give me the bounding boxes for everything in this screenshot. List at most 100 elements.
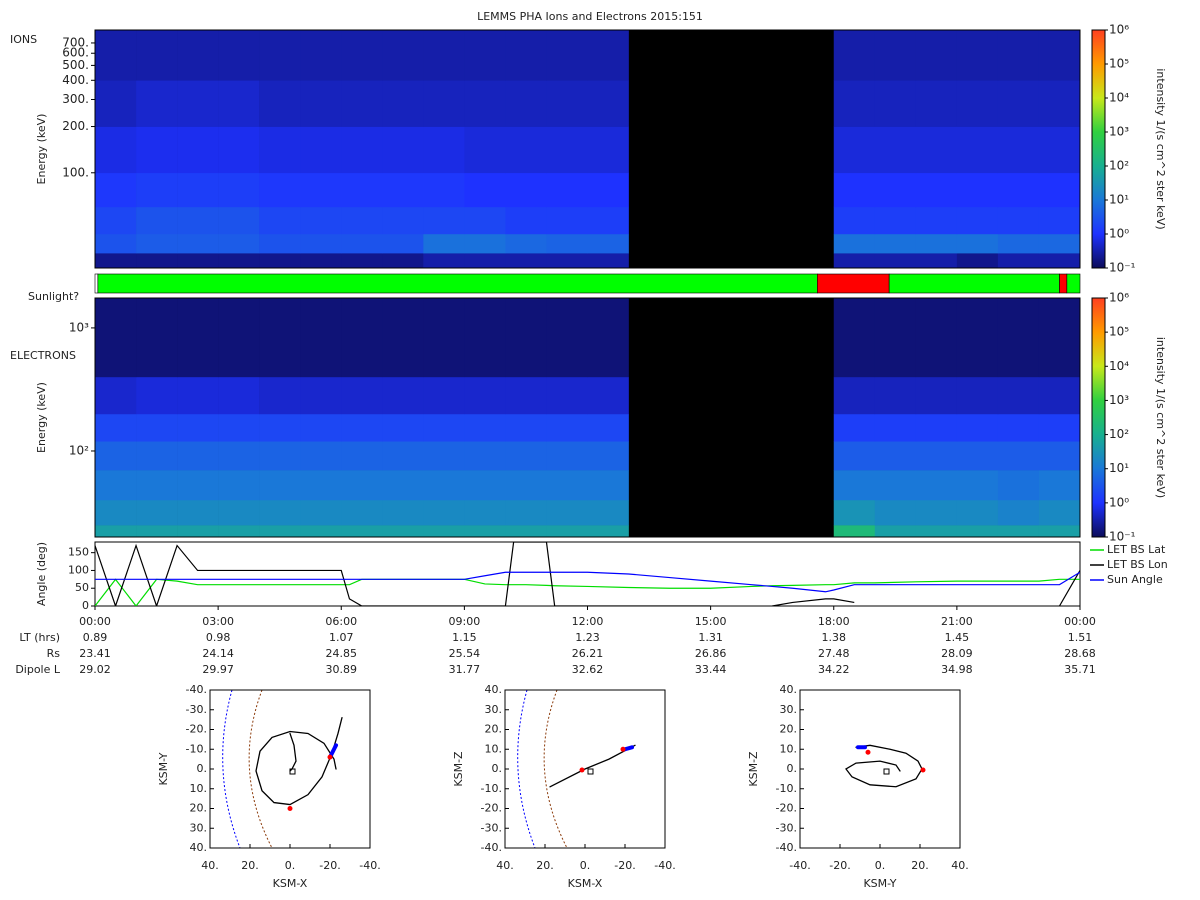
cell xyxy=(505,298,547,378)
cell xyxy=(382,499,424,526)
bow-shock xyxy=(248,690,273,848)
legend-label: LET BS Lat xyxy=(1107,543,1166,556)
y-tick-label: 500. xyxy=(62,58,89,72)
cell xyxy=(833,30,876,81)
position-marker xyxy=(865,749,871,755)
cell xyxy=(259,499,301,526)
cell xyxy=(874,233,917,254)
cell xyxy=(874,499,917,526)
cell xyxy=(956,30,999,81)
cell xyxy=(587,172,629,208)
x-tick-label: 20. xyxy=(536,859,554,872)
cell xyxy=(1038,233,1081,254)
cell xyxy=(874,253,917,269)
cell xyxy=(546,441,588,471)
magnetopause xyxy=(222,690,241,848)
cell xyxy=(505,441,547,471)
magnetopause xyxy=(517,690,536,848)
x-tick-label: 0. xyxy=(875,859,886,872)
cell xyxy=(874,470,917,501)
cell xyxy=(464,80,506,127)
cell xyxy=(218,126,260,174)
cell xyxy=(874,80,917,127)
cell xyxy=(218,172,260,208)
cell xyxy=(1038,413,1081,442)
y-tick-label: 300. xyxy=(62,92,89,106)
y-axis-title: Angle (deg) xyxy=(35,542,48,606)
cell xyxy=(546,206,588,235)
ephemeris-value: 28.68 xyxy=(1064,647,1096,660)
cell xyxy=(382,30,424,81)
series-line xyxy=(95,571,1080,593)
cell xyxy=(833,172,876,208)
cell xyxy=(464,298,506,378)
segment xyxy=(888,273,1060,294)
legend-label: Sun Angle xyxy=(1107,573,1163,586)
series-line xyxy=(95,578,1080,606)
ephemeris-value: 0.98 xyxy=(206,631,231,644)
cell xyxy=(95,298,137,378)
cell xyxy=(915,376,958,415)
y-tick-label: -30. xyxy=(776,821,797,834)
cell xyxy=(915,233,958,254)
legend-label: LET BS Lon xyxy=(1107,558,1168,571)
x-tick-label: -20. xyxy=(614,859,635,872)
cell xyxy=(464,233,506,254)
cell xyxy=(915,206,958,235)
cell xyxy=(259,233,301,254)
plot-area xyxy=(94,541,1081,607)
colorbar-tick-label: 10¹ xyxy=(1109,461,1129,475)
cell xyxy=(382,413,424,442)
cell xyxy=(464,525,506,538)
cell xyxy=(956,126,999,174)
y-tick-label: -20. xyxy=(776,802,797,815)
cell xyxy=(505,470,547,501)
y-axis-title: KSM-Z xyxy=(747,751,760,787)
y-tick-label: -40. xyxy=(776,841,797,854)
cell xyxy=(587,499,629,526)
cell xyxy=(915,80,958,127)
y-axis-title: Energy (keV) xyxy=(35,382,48,453)
cell xyxy=(218,413,260,442)
cell xyxy=(136,233,178,254)
cell xyxy=(464,30,506,81)
cell xyxy=(300,441,342,471)
position-marker xyxy=(620,746,626,752)
cell xyxy=(505,376,547,415)
x-tick-label: 20. xyxy=(911,859,929,872)
x-tick-label: 0. xyxy=(285,859,296,872)
cell xyxy=(136,499,178,526)
ephemeris-value: 28.09 xyxy=(941,647,973,660)
cell xyxy=(341,80,383,127)
cell xyxy=(587,470,629,501)
cell xyxy=(915,30,958,81)
cell xyxy=(423,376,465,415)
cell xyxy=(177,525,219,538)
cell xyxy=(874,441,917,471)
cell xyxy=(587,30,629,81)
cell xyxy=(300,172,342,208)
x-tick-label: -40. xyxy=(359,859,380,872)
cell xyxy=(587,525,629,538)
ephemeris-value: 31.77 xyxy=(449,663,481,676)
x-tick-label: 12:00 xyxy=(572,615,604,628)
cell xyxy=(341,233,383,254)
cell xyxy=(833,470,876,501)
cell xyxy=(833,80,876,127)
cell xyxy=(997,80,1040,127)
y-tick-label: -20. xyxy=(186,723,207,736)
cell xyxy=(218,206,260,235)
cell xyxy=(300,126,342,174)
y-axis-title: KSM-Y xyxy=(157,752,170,785)
x-tick-label: 06:00 xyxy=(325,615,357,628)
series-line xyxy=(95,542,1080,606)
cell xyxy=(546,30,588,81)
cell xyxy=(95,525,137,538)
cell xyxy=(997,441,1040,471)
cell xyxy=(1038,499,1081,526)
cell xyxy=(95,126,137,174)
cell xyxy=(95,172,137,208)
y-tick-label: -10. xyxy=(776,782,797,795)
cell xyxy=(956,376,999,415)
cell xyxy=(95,80,137,127)
